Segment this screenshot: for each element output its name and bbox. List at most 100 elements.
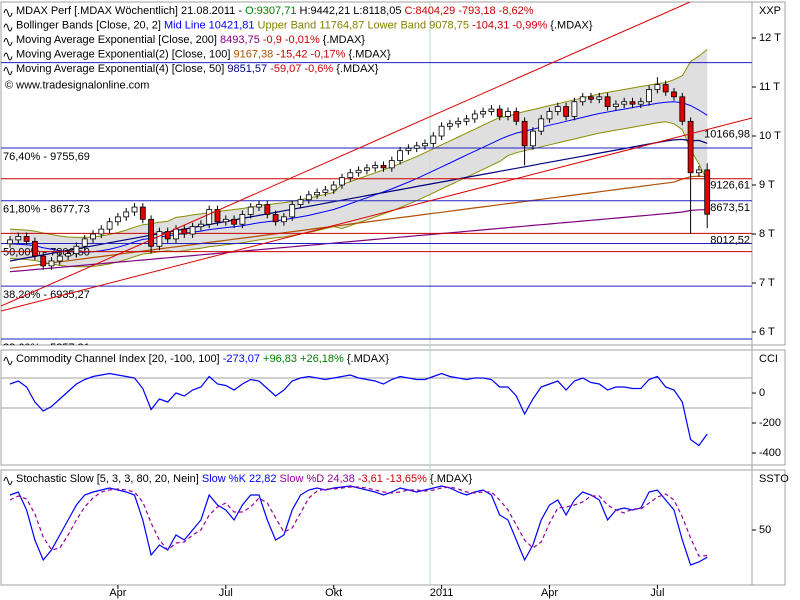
legend-icon: [3, 38, 13, 46]
candle-body: [239, 214, 246, 225]
candle-body: [629, 101, 636, 105]
legend-text: -0,9 -0,01%: [260, 34, 320, 46]
candle-body: [206, 209, 213, 225]
candle-body: [214, 209, 221, 223]
candle-body: [604, 96, 611, 108]
candle-body: [388, 160, 395, 169]
legend-text: 9851,57: [227, 63, 267, 75]
bollinger-band: [10, 49, 708, 267]
legend-text: O:9307,71: [245, 5, 296, 17]
legend-entry: Moving Average Exponential(4) [Close, 50…: [16, 63, 379, 75]
legend-text: Commodity Channel Index [20, -100, 100]: [16, 353, 223, 365]
legend-text: Slow %K 22,82: [202, 473, 277, 485]
candle-body: [621, 101, 628, 105]
legend-entry: MDAX Perf [.MDAX Wöchentlich] 21.08.2011…: [16, 5, 534, 17]
candle-body: [430, 135, 437, 144]
candle-body: [123, 211, 130, 218]
candle-body: [438, 125, 445, 137]
candle-body: [247, 206, 254, 215]
candle-body: [164, 231, 171, 240]
candle-body: [222, 218, 229, 223]
stochastic-panel: [9, 485, 708, 566]
legend-text: {.MDAX}: [547, 19, 593, 31]
candle-body: [189, 226, 196, 235]
legend-text: {.MDAX}: [344, 353, 390, 365]
legend-text: +96,83 +26,18%: [260, 353, 344, 365]
candle-body: [106, 221, 113, 230]
candle-body: [480, 111, 487, 115]
panel-frame: [0, 349, 786, 466]
y-tick-label: 10 T: [759, 130, 781, 142]
candle-body: [538, 118, 545, 132]
candle-body: [355, 169, 362, 174]
legend-text: -273,07: [223, 353, 260, 365]
watermark: © www.tradesignalonline.com: [5, 79, 149, 91]
candle-body: [32, 240, 38, 257]
panel-frame: [0, 469, 786, 586]
legend-text: Stochastic Slow [5, 3, 3, 80, 20, Nein]: [16, 473, 202, 485]
candle-body: [637, 101, 644, 105]
legend-entry: Moving Average Exponential(2) [Close, 10…: [16, 48, 391, 60]
fib-label: 76,40% - 9755,69: [3, 151, 90, 163]
legend-text: Moving Average Exponential(4) [Close, 50…: [16, 63, 227, 75]
candle-body: [696, 169, 702, 174]
candle-body: [505, 111, 511, 117]
legend-text: -15,42 -0,17%: [273, 48, 345, 60]
indicator-line: [9, 138, 708, 262]
y-tick-label: 11 T: [759, 81, 780, 93]
legend-entry: Moving Average Exponential [Close, 200] …: [16, 34, 365, 46]
candle-body: [314, 191, 321, 196]
candle-body: [148, 218, 155, 247]
x-tick-label: Apr: [541, 587, 558, 599]
indicator-line: [9, 175, 708, 269]
candle-body: [81, 238, 88, 247]
y-tick-label: 7 T: [759, 277, 775, 289]
candle-body: [563, 106, 569, 117]
legend-text: Bollinger Bands [Close, 20, 2]: [16, 19, 164, 31]
legend-entry: Commodity Channel Index [20, -100, 100] …: [16, 353, 389, 365]
candle-body: [197, 223, 204, 228]
candle-body: [463, 118, 470, 122]
trend-lines: [1, 2, 752, 312]
candle-body: [372, 165, 379, 169]
legend-icon: [3, 52, 13, 61]
candle-body: [613, 103, 619, 108]
legend-text: -104,31 -0,99%: [469, 19, 547, 31]
candle-body: [181, 228, 188, 235]
axis-label: CCI: [759, 353, 778, 365]
candle-body: [280, 216, 287, 223]
candle-body: [90, 233, 96, 240]
indicator-line: [9, 209, 708, 273]
candle-body: [15, 236, 22, 241]
candle-body: [546, 111, 553, 120]
candle-body: [256, 204, 262, 208]
legend-icon: [3, 23, 13, 32]
y-tick-label: 6 T: [759, 326, 775, 338]
y-tick-label: 0: [759, 387, 765, 399]
trend-line: [1, 2, 691, 307]
x-tick-label: Apr: [109, 587, 126, 599]
axis-label: XXP: [759, 5, 781, 17]
legend-icon: [3, 9, 13, 17]
legend-text: Slow %D 24,38: [277, 473, 355, 485]
candle-body: [289, 204, 296, 218]
candle-body: [56, 255, 63, 262]
candle-body: [272, 214, 279, 223]
x-tick-label: 2011: [430, 587, 454, 599]
y-tick-label: 9 T: [759, 179, 775, 191]
legend-text: -3,61 -13,65%: [355, 473, 427, 485]
candle-body: [513, 111, 520, 122]
legend-text: {.MDAX}: [333, 63, 379, 75]
legend-text: -59,07 -0,6%: [267, 63, 333, 75]
y-tick-label: -200: [759, 417, 781, 429]
candle-body: [654, 84, 661, 90]
candle-body: [679, 96, 686, 122]
indicator-line: [9, 486, 708, 557]
candle-body: [173, 228, 179, 240]
candle-body: [455, 120, 462, 125]
candle-body: [115, 216, 121, 223]
x-tick-label: Jul: [650, 587, 664, 599]
legend-text: Moving Average Exponential(2) [Close, 10…: [16, 48, 233, 60]
candle-body: [662, 84, 669, 93]
